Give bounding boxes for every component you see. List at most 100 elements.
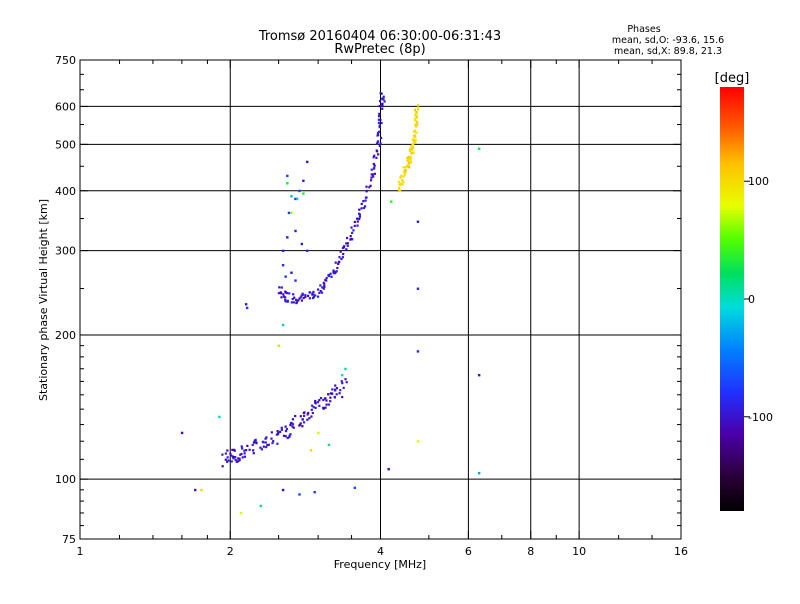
data-point bbox=[370, 168, 373, 171]
data-point bbox=[356, 224, 359, 227]
data-point bbox=[319, 284, 322, 287]
data-point bbox=[406, 156, 409, 160]
data-point bbox=[416, 440, 420, 443]
data-point bbox=[378, 126, 381, 129]
data-points bbox=[180, 92, 481, 515]
data-point bbox=[291, 423, 295, 426]
data-point bbox=[417, 106, 420, 109]
data-point bbox=[311, 292, 314, 295]
data-point bbox=[337, 262, 340, 266]
data-point bbox=[376, 141, 379, 144]
colorbar-tick-label: -100 bbox=[748, 411, 773, 424]
data-point bbox=[377, 153, 380, 156]
data-point bbox=[412, 142, 415, 146]
data-point bbox=[284, 425, 287, 428]
data-point bbox=[309, 449, 313, 452]
data-point bbox=[298, 189, 301, 193]
data-point bbox=[239, 511, 243, 515]
data-point bbox=[327, 403, 330, 406]
data-point bbox=[294, 197, 297, 201]
data-point bbox=[416, 350, 420, 353]
data-point bbox=[378, 99, 382, 103]
data-point bbox=[381, 105, 384, 108]
data-point bbox=[295, 197, 299, 201]
data-point bbox=[286, 236, 289, 239]
data-point bbox=[415, 120, 419, 123]
data-point bbox=[306, 249, 309, 253]
data-point bbox=[407, 155, 411, 159]
phases-legend-x: mean, sd,X: 89.8, 21.3 bbox=[614, 46, 722, 57]
data-point bbox=[350, 237, 353, 241]
data-point bbox=[415, 112, 418, 116]
data-point bbox=[318, 404, 321, 407]
data-point bbox=[373, 172, 376, 175]
data-point bbox=[413, 135, 416, 139]
data-point bbox=[380, 121, 383, 125]
data-point bbox=[410, 161, 413, 164]
data-point bbox=[227, 459, 230, 462]
data-point bbox=[288, 292, 291, 295]
data-point bbox=[301, 425, 304, 428]
y-tick-label: 600 bbox=[55, 100, 76, 113]
data-point bbox=[259, 446, 262, 449]
data-point bbox=[276, 442, 279, 445]
data-point bbox=[282, 293, 285, 296]
data-point bbox=[281, 249, 285, 253]
data-point bbox=[293, 296, 296, 299]
data-point bbox=[404, 166, 408, 169]
data-point bbox=[300, 294, 303, 297]
data-point bbox=[339, 389, 342, 392]
y-axis-label: Stationary phase Virtual Height [km] bbox=[37, 199, 50, 401]
data-point bbox=[310, 408, 313, 411]
data-point bbox=[239, 453, 242, 456]
data-point bbox=[338, 256, 341, 259]
data-point bbox=[279, 292, 283, 295]
data-point bbox=[377, 121, 381, 124]
data-point bbox=[332, 269, 335, 272]
data-point bbox=[334, 384, 337, 387]
data-point bbox=[319, 290, 322, 293]
data-point bbox=[414, 139, 418, 142]
data-point bbox=[322, 406, 325, 409]
data-point bbox=[327, 274, 331, 277]
data-point bbox=[301, 292, 304, 295]
data-point bbox=[378, 144, 381, 148]
data-point bbox=[255, 442, 258, 445]
data-point bbox=[295, 299, 298, 302]
data-point bbox=[414, 141, 417, 144]
data-point bbox=[221, 453, 224, 456]
data-point bbox=[380, 92, 383, 95]
data-point bbox=[306, 294, 310, 297]
data-point bbox=[362, 206, 366, 210]
chart-title: Tromsø 20160404 06:30:00-06:31:43 bbox=[258, 29, 501, 44]
x-axis-ticks: 1 2 4 6 8 10 16 bbox=[77, 60, 688, 558]
data-point bbox=[398, 187, 401, 190]
data-point bbox=[311, 411, 314, 415]
data-point bbox=[397, 180, 400, 184]
data-point bbox=[345, 248, 348, 251]
data-point bbox=[289, 433, 292, 436]
data-point bbox=[353, 486, 357, 490]
data-point bbox=[229, 452, 232, 455]
data-point bbox=[379, 118, 382, 121]
data-point bbox=[334, 389, 337, 392]
data-point bbox=[311, 404, 314, 407]
data-point bbox=[280, 296, 283, 299]
data-point bbox=[311, 293, 314, 296]
data-point bbox=[294, 229, 297, 233]
data-point bbox=[302, 296, 305, 300]
data-point bbox=[342, 386, 345, 389]
data-point bbox=[409, 155, 412, 158]
data-point bbox=[286, 299, 289, 302]
data-point bbox=[312, 406, 315, 409]
data-point bbox=[344, 378, 347, 381]
data-point bbox=[259, 504, 262, 508]
colorbar-tick-label: 0 bbox=[748, 293, 755, 306]
data-point bbox=[341, 373, 344, 377]
data-point bbox=[349, 234, 352, 238]
data-point bbox=[252, 449, 255, 452]
data-point bbox=[368, 186, 371, 189]
data-point bbox=[379, 136, 383, 140]
data-point bbox=[362, 200, 365, 203]
data-point bbox=[290, 271, 293, 274]
